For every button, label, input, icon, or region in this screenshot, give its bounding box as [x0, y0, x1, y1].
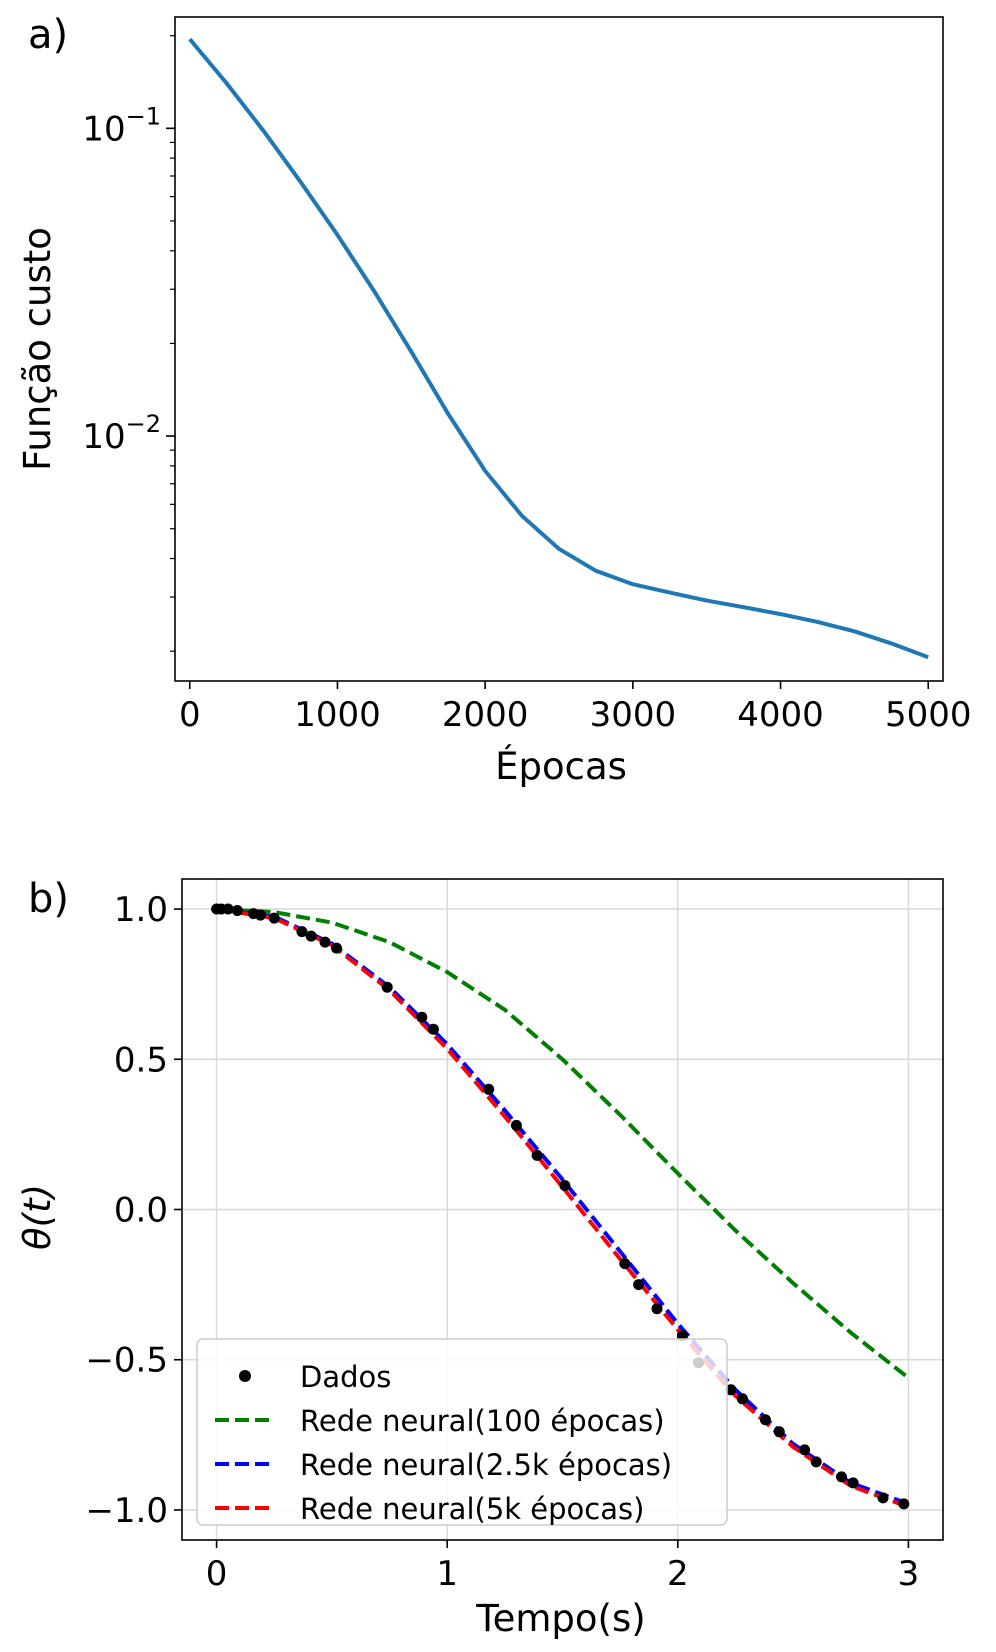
data-point — [759, 1414, 771, 1426]
legend-label-dados: Dados — [300, 1360, 391, 1394]
panel-a-x-tick-label: 3000 — [590, 695, 677, 735]
panel-a-y-axis-label: Função custo — [16, 227, 59, 471]
panel-a-loss-chart: a) 0 1000 2000 3000 4000 5000 10−1 10−2 Épocas… — [16, 12, 971, 788]
data-point — [268, 912, 280, 924]
panel-a-x-tick-label: 1000 — [294, 695, 381, 735]
panel-b-y-tick-label: −1.0 — [85, 1491, 168, 1531]
data-point — [836, 1471, 847, 1483]
data-point — [633, 1279, 645, 1291]
data-point — [877, 1492, 889, 1504]
data-point — [319, 936, 331, 948]
data-point — [651, 1303, 663, 1315]
panel-a-x-tick-label: 0 — [179, 695, 201, 735]
panel-b-y-tick-label: −0.5 — [85, 1341, 168, 1381]
legend-label-100-epocas: Rede neural(100 épocas) — [300, 1404, 665, 1438]
data-point — [619, 1258, 631, 1270]
panel-b-y-tick-label: 0.5 — [114, 1040, 168, 1080]
panel-b-y-tick-label: 0.0 — [114, 1191, 168, 1231]
data-point — [381, 981, 393, 993]
loss-curve-line — [188, 37, 929, 660]
panel-b-x-tick-label: 2 — [667, 1554, 689, 1594]
panel-b-x-axis-label: Tempo(s) — [475, 1597, 645, 1640]
panel-b-x-tick-label: 3 — [898, 1554, 920, 1594]
data-point — [559, 1180, 571, 1191]
panel-a-x-axis-label: Épocas — [495, 744, 627, 788]
legend: Dados Rede neural(100 épocas) Rede neura… — [196, 1338, 728, 1526]
panel-a-label: a) — [28, 12, 68, 58]
data-point — [305, 930, 317, 942]
data-point — [483, 1083, 495, 1095]
legend-label-2-5k-epocas: Rede neural(2.5k épocas) — [300, 1448, 672, 1482]
panel-a-x-tick-label: 2000 — [442, 695, 529, 735]
panel-b-x-tick-label: 1 — [436, 1554, 458, 1594]
legend-marker-dados — [239, 1370, 251, 1382]
panel-b-x-tick-label: 0 — [206, 1554, 228, 1594]
data-point — [231, 905, 243, 916]
panel-a-plot-frame — [174, 16, 944, 682]
data-point — [725, 1384, 737, 1396]
series-line-rede-neural-100-pocas — [216, 907, 910, 1380]
data-point — [331, 942, 342, 954]
panel-a-x-tick-label: 5000 — [885, 695, 972, 735]
data-point — [847, 1477, 859, 1489]
legend-label-5k-epocas: Rede neural(5k épocas) — [300, 1492, 644, 1526]
panel-b-y-tick-label: 1.0 — [114, 890, 168, 930]
panel-a-x-tick-label: 4000 — [737, 695, 824, 735]
panel-a-y-tick-label: 10−2 — [82, 410, 161, 457]
data-point — [773, 1426, 785, 1438]
data-point — [898, 1498, 910, 1510]
data-point — [416, 1011, 428, 1023]
data-point — [427, 1023, 439, 1035]
data-point — [296, 926, 308, 938]
data-point — [799, 1444, 811, 1456]
data-point — [510, 1119, 522, 1131]
data-point — [254, 909, 266, 921]
panel-a-y-tick-label: 10−1 — [82, 102, 161, 149]
panel-b-y-axis-label: θ(t) — [16, 1184, 59, 1250]
data-point — [736, 1393, 748, 1405]
panel-b-label: b) — [28, 876, 69, 922]
data-point — [531, 1149, 543, 1161]
legend-box — [196, 1338, 728, 1526]
data-point — [810, 1456, 822, 1468]
data-point — [222, 903, 234, 915]
